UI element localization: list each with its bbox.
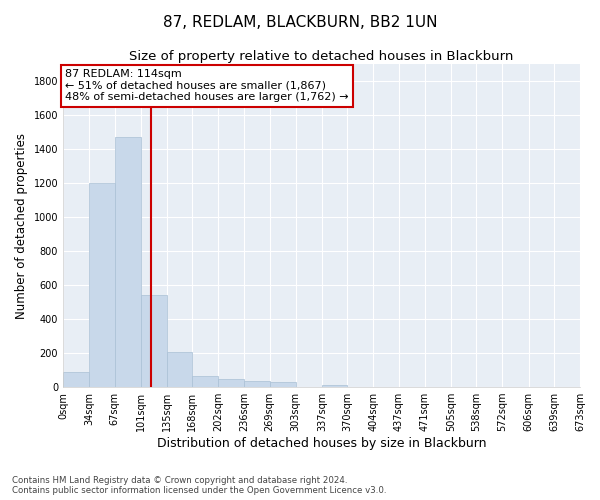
Bar	[244, 381, 269, 387]
Bar	[192, 376, 218, 387]
Bar	[140, 296, 167, 387]
Text: 87, REDLAM, BLACKBURN, BB2 1UN: 87, REDLAM, BLACKBURN, BB2 1UN	[163, 15, 437, 30]
Bar	[115, 137, 140, 387]
Bar	[218, 379, 244, 387]
Bar	[63, 372, 89, 387]
Bar	[322, 384, 347, 387]
Text: 87 REDLAM: 114sqm
← 51% of detached houses are smaller (1,867)
48% of semi-detac: 87 REDLAM: 114sqm ← 51% of detached hous…	[65, 70, 349, 102]
X-axis label: Distribution of detached houses by size in Blackburn: Distribution of detached houses by size …	[157, 437, 486, 450]
Bar	[167, 352, 192, 387]
Y-axis label: Number of detached properties: Number of detached properties	[15, 132, 28, 318]
Text: Contains HM Land Registry data © Crown copyright and database right 2024.
Contai: Contains HM Land Registry data © Crown c…	[12, 476, 386, 495]
Bar	[89, 183, 115, 387]
Bar	[269, 382, 296, 387]
Title: Size of property relative to detached houses in Blackburn: Size of property relative to detached ho…	[130, 50, 514, 63]
